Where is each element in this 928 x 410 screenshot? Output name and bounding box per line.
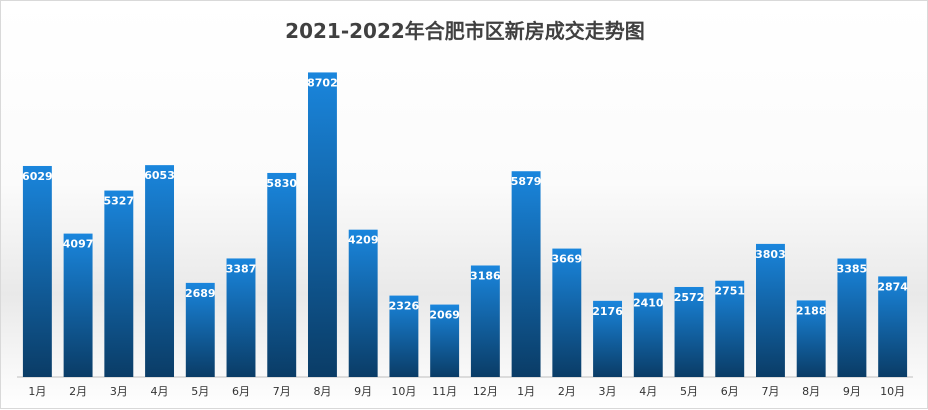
x-tick-label-11: 11月	[432, 385, 457, 398]
x-tick-label-19: 7月	[761, 385, 779, 398]
data-label-4: 6053	[144, 169, 175, 182]
data-label-9: 4209	[348, 234, 379, 247]
x-tick-label-7: 7月	[273, 385, 291, 398]
data-label-17: 2572	[674, 291, 705, 304]
bar-19	[756, 243, 785, 377]
x-tick-label-5: 5月	[191, 385, 209, 398]
data-label-5: 2689	[185, 287, 216, 300]
bar-13	[511, 171, 541, 377]
bar-14	[552, 248, 582, 377]
x-tick-label-12: 12月	[473, 385, 498, 398]
data-label-1: 6029	[22, 170, 53, 183]
bar-3	[104, 190, 134, 377]
data-label-7: 5830	[266, 177, 297, 190]
bar-5	[185, 282, 215, 377]
x-tick-label-2: 2月	[69, 385, 87, 398]
bar-9	[348, 229, 378, 377]
chart-title: 2021-2022年合肥市区新房成交走势图	[285, 19, 645, 43]
data-label-21: 3385	[837, 263, 868, 276]
data-label-18: 2751	[714, 285, 745, 298]
data-label-16: 2410	[633, 297, 664, 310]
data-label-11: 2069	[429, 309, 460, 322]
x-tick-label-15: 3月	[599, 385, 617, 398]
bar-21	[837, 258, 867, 377]
x-tick-label-10: 10月	[391, 385, 416, 398]
data-label-12: 3186	[470, 269, 501, 282]
bar-1	[22, 165, 52, 377]
x-tick-label-8: 8月	[313, 385, 331, 398]
data-label-2: 4097	[63, 238, 94, 251]
x-tick-label-20: 8月	[802, 385, 820, 398]
bar-12	[470, 265, 500, 377]
x-tick-label-16: 4月	[639, 385, 657, 398]
bars-group: 6029 1月 4097 2月 5327 3月 6053 4月 2689 5月 3387 6月 5830…	[22, 72, 908, 398]
data-label-19: 3803	[755, 248, 786, 261]
x-tick-label-21: 9月	[843, 385, 861, 398]
data-label-15: 2176	[592, 305, 623, 318]
bar-2	[63, 233, 93, 377]
x-tick-label-9: 9月	[354, 385, 372, 398]
data-label-10: 2326	[389, 300, 420, 313]
x-tick-label-6: 6月	[232, 385, 250, 398]
data-label-20: 2188	[796, 304, 827, 317]
x-tick-label-18: 6月	[721, 385, 739, 398]
bar-11	[430, 304, 460, 377]
x-tick-label-1: 1月	[28, 385, 46, 398]
data-label-14: 3669	[552, 253, 583, 266]
bar-7	[267, 172, 297, 377]
bar-17	[674, 286, 704, 377]
x-tick-label-3: 3月	[110, 385, 128, 398]
bar-22	[878, 276, 908, 377]
bar-16	[633, 292, 663, 377]
bar-18	[715, 280, 745, 377]
bar-20	[796, 300, 826, 377]
x-tick-label-13: 1月	[517, 385, 535, 398]
data-label-3: 5327	[104, 195, 135, 208]
x-tick-label-4: 4月	[151, 385, 169, 398]
x-tick-label-17: 5月	[680, 385, 698, 398]
bar-15	[593, 300, 623, 377]
x-tick-label-22: 10月	[880, 385, 905, 398]
data-label-13: 5879	[511, 175, 542, 188]
data-label-8: 8702	[307, 76, 338, 89]
data-label-6: 3387	[226, 262, 257, 275]
x-tick-label-14: 2月	[558, 385, 576, 398]
data-label-22: 2874	[877, 280, 908, 293]
bar-4	[145, 165, 175, 377]
bar-6	[226, 258, 256, 377]
bar-10	[389, 295, 419, 377]
bar-8	[308, 72, 337, 378]
